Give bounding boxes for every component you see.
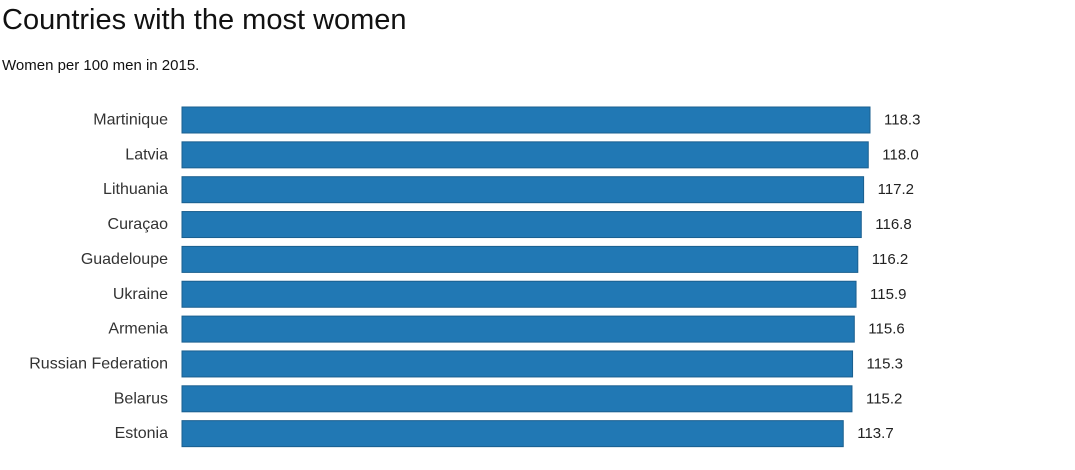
value-label: 116.2 (872, 251, 908, 268)
bar (181, 315, 855, 343)
value-label: 115.3 (867, 355, 903, 372)
bar (181, 176, 865, 204)
category-label: Russian Federation (29, 355, 168, 372)
category-label: Armenia (108, 321, 168, 338)
category-label: Curaçao (108, 216, 169, 233)
value-label: 116.8 (875, 216, 911, 233)
value-label: 113.7 (857, 425, 893, 442)
category-label: Ukraine (113, 286, 168, 303)
category-label: Lithuania (103, 181, 168, 198)
bar (181, 385, 853, 413)
category-label: Guadeloupe (81, 251, 168, 268)
value-label: 118.3 (884, 112, 920, 129)
value-label: 115.6 (868, 321, 904, 338)
category-label: Latvia (125, 146, 168, 163)
category-label: Estonia (115, 425, 168, 442)
bar (181, 420, 844, 448)
category-label: Martinique (93, 112, 168, 129)
bar (181, 106, 871, 134)
value-label: 115.2 (866, 390, 902, 407)
bar (181, 350, 854, 378)
bar (181, 245, 859, 273)
bar (181, 280, 857, 308)
value-label: 118.0 (882, 146, 918, 163)
chart-title: Countries with the most women (2, 4, 407, 36)
value-label: 117.2 (878, 181, 914, 198)
category-label: Belarus (114, 390, 168, 407)
chart-subtitle: Women per 100 men in 2015. (2, 57, 200, 74)
bar (181, 141, 869, 169)
value-label: 115.9 (870, 286, 906, 303)
bar (181, 211, 862, 239)
